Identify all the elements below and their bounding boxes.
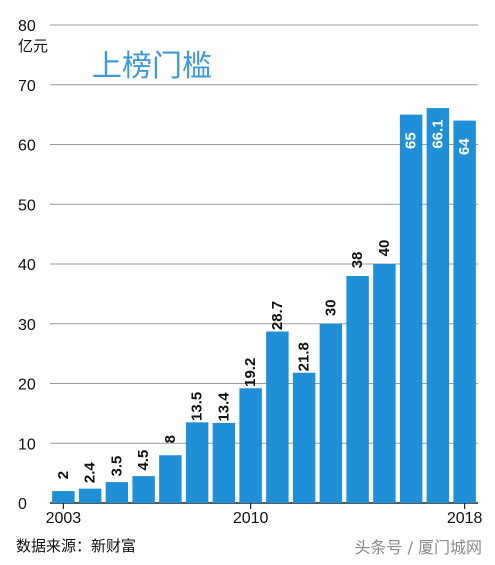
value-label: 21.8	[296, 342, 313, 371]
value-label: 8	[162, 435, 179, 443]
data-source: 数据来源：新财富	[16, 537, 136, 555]
value-label: 13.5	[189, 392, 206, 421]
bar-2012	[292, 372, 316, 503]
x-tick-label: 2010	[233, 510, 269, 527]
bar-2004	[78, 488, 102, 503]
bar-2005	[105, 482, 129, 503]
bar-2011	[266, 331, 289, 503]
y-axis-ticks: 0 10 20 30 40 50 60 70 80	[18, 18, 36, 513]
y-tick-label: 50	[18, 197, 36, 214]
y-tick-label: 30	[18, 317, 36, 334]
y-tick-label: 80	[18, 18, 36, 35]
y-axis-unit: 亿元	[18, 37, 48, 55]
bar-2018	[453, 120, 476, 503]
bar-2009	[212, 422, 236, 503]
bar-2016	[399, 114, 423, 503]
value-label: 19.2	[242, 358, 259, 387]
value-label: 28.7	[269, 301, 286, 330]
y-tick-label: 60	[18, 138, 36, 155]
bar-2017	[426, 108, 450, 504]
value-label: 30	[322, 299, 339, 316]
y-tick-label: 0	[18, 496, 27, 513]
value-label: 2.4	[82, 462, 99, 484]
watermark: 头条号 / 厦门城网	[354, 538, 482, 557]
value-label: 66.1	[429, 119, 446, 148]
y-tick-label: 70	[18, 78, 36, 95]
value-labels: 2 2.4 3.5 4.5 8 13.5 13.4 19.2 28.7 21.8 30 38 40 65 6…	[55, 119, 473, 483]
bar-2010	[239, 388, 262, 503]
x-tick-label: 2018	[447, 510, 483, 527]
value-label: 2	[55, 471, 72, 479]
value-label: 38	[349, 252, 366, 269]
bar-2003	[52, 491, 75, 503]
x-axis-ticks: 2003 2010 2018	[46, 503, 483, 527]
value-label: 65	[403, 132, 420, 149]
y-tick-label: 20	[18, 377, 36, 394]
bars	[52, 108, 476, 504]
bar-2013	[319, 323, 343, 503]
value-label: 64	[456, 138, 473, 155]
x-tick-label: 2003	[46, 510, 82, 527]
y-tick-label: 40	[18, 257, 36, 274]
bar-2007	[159, 455, 182, 503]
bar-2014	[346, 275, 369, 503]
value-label: 40	[376, 240, 393, 257]
bar-2008	[185, 422, 209, 503]
value-label: 4.5	[135, 450, 152, 471]
bar-2015	[373, 264, 396, 503]
bar-2006	[132, 476, 155, 503]
value-label: 13.4	[215, 392, 232, 422]
y-tick-label: 10	[18, 436, 36, 453]
value-label: 3.5	[108, 456, 125, 477]
chart-title: 上榜门槛	[92, 49, 212, 84]
